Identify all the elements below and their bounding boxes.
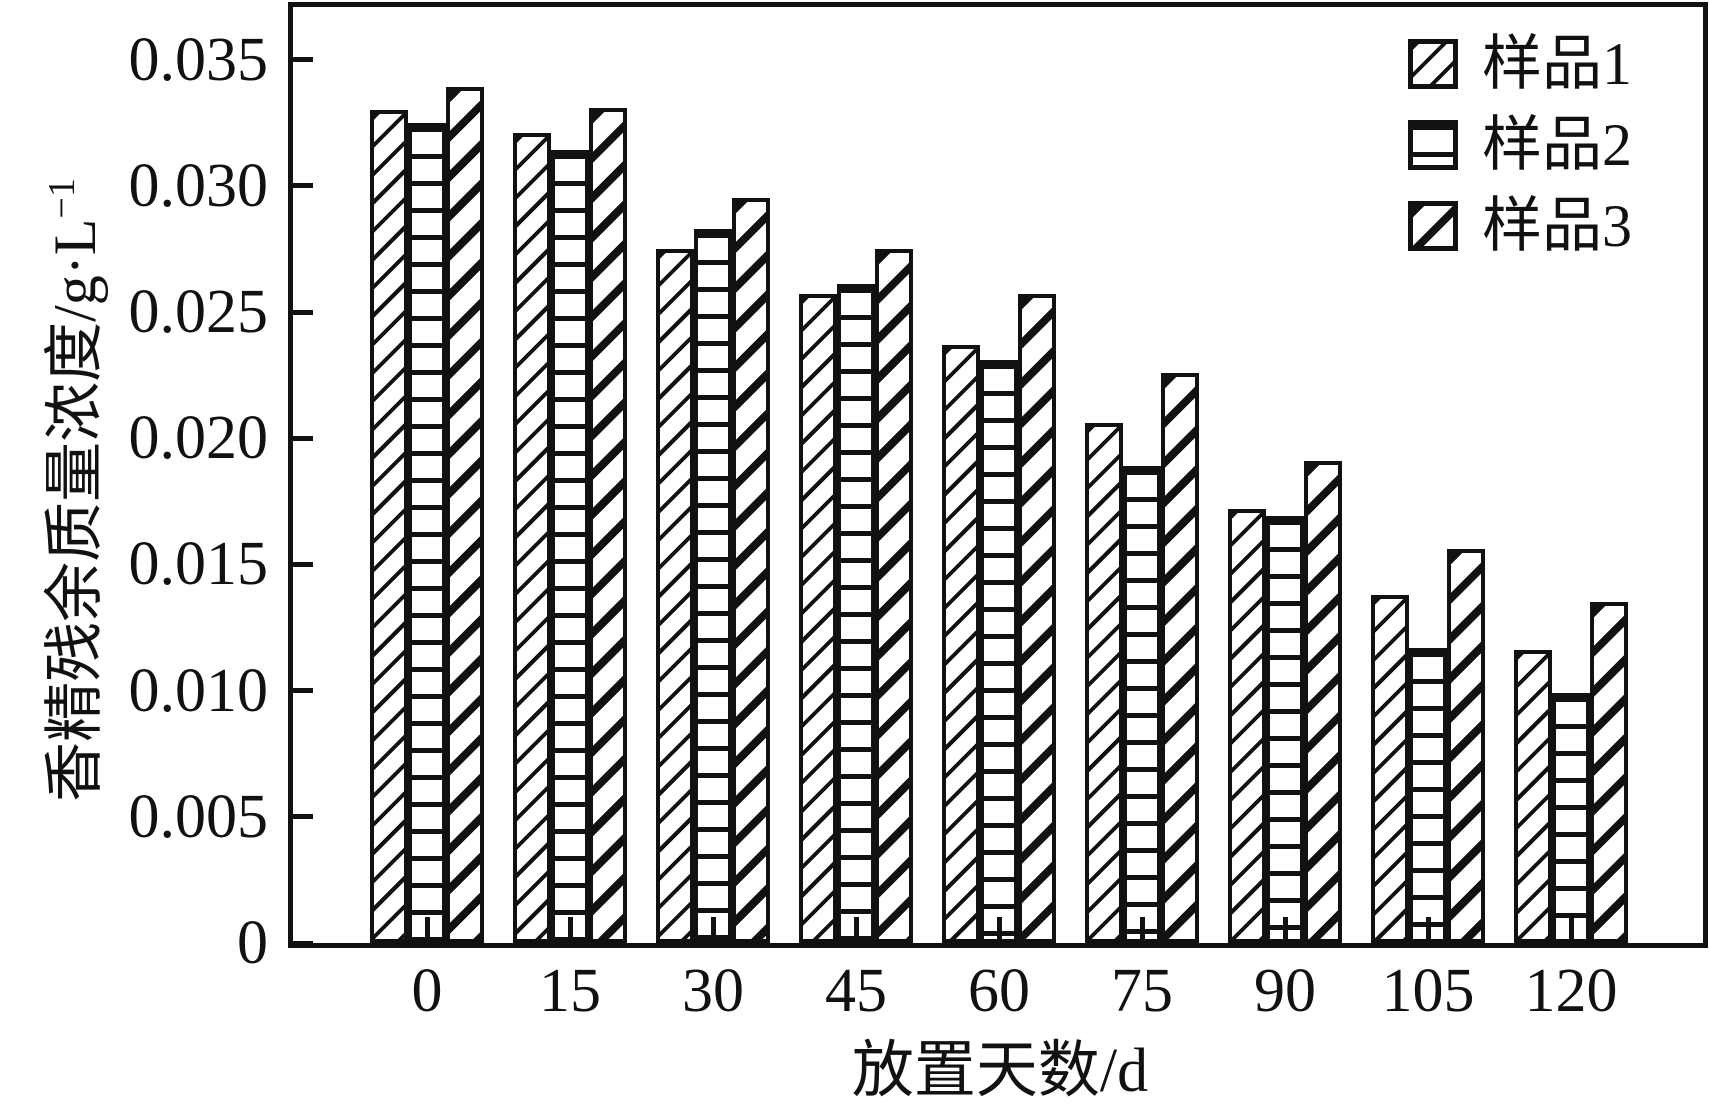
bar-hatch-notch (1568, 917, 1574, 939)
y-tick-label-0.005: 0.005 (128, 782, 269, 851)
x-tick-label-60: 60 (968, 957, 1030, 1025)
bar-样品3-day60 (1018, 294, 1056, 943)
x-tick-label-0: 0 (411, 957, 443, 1025)
y-axis-tick-0.010 (293, 688, 313, 694)
bar-样品1-day60 (942, 345, 980, 943)
y-axis-tick-0.025 (293, 309, 313, 315)
legend-item-样品1: 样品1 (1408, 34, 1632, 94)
bar-hatch-notch (853, 917, 859, 939)
bar-hatch-notch (1139, 917, 1145, 939)
bar-样品1-day0 (370, 110, 408, 943)
bar-样品2-day15 (551, 150, 589, 943)
bar-样品2-day45 (837, 284, 875, 943)
y-tick-label-0.035: 0.035 (128, 25, 269, 94)
y-tick-label-0.020: 0.020 (128, 404, 269, 473)
bar-hatch-notch (996, 917, 1002, 939)
bar-hatch-notch (567, 917, 573, 939)
y-tick-label-0.015: 0.015 (128, 530, 269, 599)
bar-样品1-day90 (1228, 509, 1266, 943)
legend-item-样品2: 样品2 (1408, 115, 1632, 175)
bar-hatch-notch (1282, 917, 1288, 939)
y-axis-tick-0 (293, 940, 313, 946)
legend-item-样品3: 样品3 (1408, 196, 1632, 256)
bar-样品3-day120 (1590, 602, 1628, 943)
bar-hatch-notch (1425, 917, 1431, 939)
bar-hatch-notch (710, 917, 716, 939)
legend-swatch-thick-diagonal-icon (1408, 201, 1458, 251)
bar-样品1-day30 (656, 249, 694, 943)
legend-label-样品3: 样品3 (1482, 193, 1632, 259)
bar-样品1-day120 (1514, 650, 1552, 943)
x-tick-label-120: 120 (1524, 957, 1618, 1025)
bar-样品3-day45 (875, 249, 913, 943)
bar-样品1-day105 (1371, 595, 1409, 943)
x-axis-title: 放置天数/d (851, 1037, 1149, 1105)
bar-样品2-day120 (1552, 693, 1590, 943)
x-tick-label-15: 15 (539, 957, 601, 1025)
y-axis-tick-0.015 (293, 561, 313, 567)
bar-样品3-day30 (732, 198, 770, 943)
bar-样品2-day75 (1123, 466, 1161, 943)
legend-label-样品1: 样品1 (1482, 31, 1632, 97)
bar-样品2-day60 (980, 360, 1018, 943)
legend-label-样品2: 样品2 (1482, 112, 1632, 178)
y-axis-tick-0.035 (293, 57, 313, 63)
plot-area (288, 2, 1708, 948)
y-axis-title-superscript: −1 (41, 178, 83, 219)
y-axis-tick-0.005 (293, 814, 313, 820)
legend-swatch-horizontal-icon (1408, 120, 1458, 170)
bar-样品3-day0 (446, 87, 484, 943)
bar-样品3-day90 (1304, 461, 1342, 943)
y-axis-tick-0.020 (293, 435, 313, 441)
bar-样品2-day30 (694, 229, 732, 943)
x-tick-label-105: 105 (1381, 957, 1475, 1025)
y-tick-label-0.025: 0.025 (128, 278, 269, 346)
bar-样品3-day75 (1161, 373, 1199, 943)
bar-样品2-day90 (1266, 516, 1304, 943)
y-axis-title: 香精残余质量浓度/g·L−1 (24, 90, 108, 890)
bar-样品1-day45 (799, 294, 837, 943)
bar-样品3-day15 (589, 108, 627, 943)
y-tick-label-0.010: 0.010 (128, 656, 269, 725)
bar-样品1-day15 (513, 133, 551, 943)
x-tick-label-30: 30 (682, 957, 744, 1025)
x-tick-label-90: 90 (1254, 957, 1316, 1025)
y-tick-label-0: 0 (237, 909, 268, 977)
legend-swatch-thin-diagonal-icon (1408, 39, 1458, 89)
bar-样品1-day75 (1085, 423, 1123, 943)
bar-hatch-notch (424, 917, 430, 939)
y-tick-label-0.030: 0.030 (128, 151, 269, 220)
x-tick-label-75: 75 (1111, 957, 1173, 1025)
bar-样品2-day0 (408, 123, 446, 943)
legend: 样品1 样品2 样品3 (1408, 34, 1632, 256)
bar-样品3-day105 (1447, 549, 1485, 943)
y-axis-tick-0.030 (293, 183, 313, 189)
bar-样品2-day105 (1409, 648, 1447, 943)
x-tick-label-45: 45 (825, 957, 887, 1025)
